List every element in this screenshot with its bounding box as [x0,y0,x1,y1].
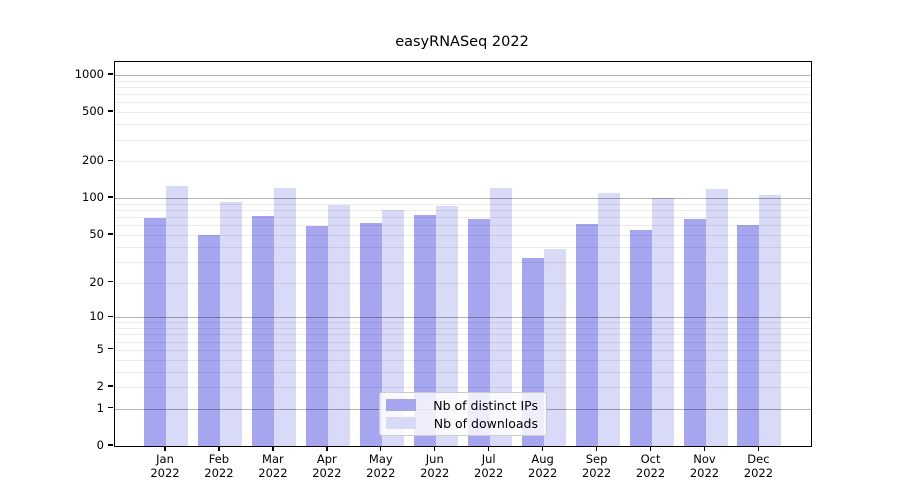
bar-distinct-ips-oct [629,229,652,446]
x-tick-jul [488,446,490,451]
bar-distinct-ips-jun [413,214,436,446]
legend-swatch-downloads [386,417,416,429]
bar-downloads-feb [219,202,242,446]
bar-distinct-ips-mar [251,215,274,446]
chart-title: easyRNASeq 2022 [395,34,529,50]
y-tick-label-100: 100 [82,190,104,205]
bar-distinct-ips-feb [197,234,220,446]
y-tick-label-2: 2 [96,379,104,393]
bar-distinct-ips-dec [737,225,760,446]
y-tick-5 [108,348,113,350]
x-tick-may [380,446,382,451]
y-tick-1 [108,407,113,409]
legend-item-downloads: Nb of downloads [386,416,538,430]
bar-downloads-mar [273,187,296,446]
bar-distinct-ips-jan [144,217,166,446]
y-tick-10 [108,315,113,317]
x-tick-label-jul: Jul 2022 [474,452,504,480]
bar-distinct-ips-nov [683,218,706,446]
bar-distinct-ips-apr [305,226,328,446]
bar-downloads-dec [759,195,782,446]
x-tick-apr [326,446,328,451]
y-tick-label-50: 50 [89,226,104,241]
x-tick-label-mar: Mar 2022 [258,452,288,480]
x-tick-label-may: May 2022 [366,452,396,480]
legend-item-distinct-ips: Nb of distinct IPs [386,398,538,412]
y-tick-label-1000: 1000 [74,67,104,81]
x-tick-label-oct: Oct 2022 [635,452,666,480]
x-tick-label-aug: Aug 2022 [528,452,558,480]
y-tick-label-1: 1 [96,400,104,415]
y-tick-label-5: 5 [96,341,104,356]
y-tick-label-20: 20 [89,274,104,289]
x-tick-label-jun: Jun 2022 [420,452,450,480]
x-tick-label-apr: Apr 2022 [312,452,342,480]
x-tick-mar [272,446,274,451]
x-tick-label-jan: Jan 2022 [150,452,180,480]
y-tick-50 [108,233,113,235]
legend-label-distinct-ips: Nb of distinct IPs [433,397,538,413]
bars-layer [115,62,811,446]
bar-downloads-may [381,210,404,446]
bar-downloads-apr [327,204,350,446]
bar-downloads-oct [651,197,674,446]
x-tick-jan [164,446,166,451]
bar-downloads-aug [543,249,566,446]
x-tick-dec [757,446,760,451]
x-tick-label-sep: Sep 2022 [581,452,612,480]
bar-downloads-sep [597,192,620,446]
legend: Nb of distinct IPs Nb of downloads [379,392,547,436]
x-tick-feb [218,446,220,451]
x-tick-sep [595,446,598,451]
y-tick-100 [108,196,113,198]
y-tick-20 [108,280,113,283]
y-tick-label-500: 500 [82,104,104,119]
legend-label-downloads: Nb of downloads [433,415,538,431]
bar-downloads-nov [705,188,728,446]
y-tick-2 [108,385,113,387]
bar-downloads-jul [489,188,512,446]
bar-distinct-ips-sep [575,224,598,446]
bar-downloads-jan [166,186,188,446]
plot-area: Nb of distinct IPs Nb of downloads [114,61,812,447]
legend-swatch-distinct-ips [386,399,416,411]
x-tick-label-feb: Feb 2022 [204,452,234,480]
y-tick-label-0: 0 [96,438,104,452]
bar-distinct-ips-jul [467,218,490,446]
bar-downloads-jun [435,206,458,446]
x-tick-label-dec: Dec 2022 [743,452,774,480]
x-tick-jun [434,446,436,451]
y-tick-label-200: 200 [82,153,104,168]
y-tick-0 [108,444,113,446]
x-tick-nov [703,446,706,451]
y-tick-500 [108,110,113,112]
y-tick-200 [108,159,113,161]
bar-distinct-ips-may [359,222,382,446]
x-tick-oct [649,446,652,451]
x-tick-aug [541,446,544,451]
y-tick-label-10: 10 [89,309,104,324]
x-tick-label-nov: Nov 2022 [689,452,720,480]
y-tick-1000 [108,73,113,75]
